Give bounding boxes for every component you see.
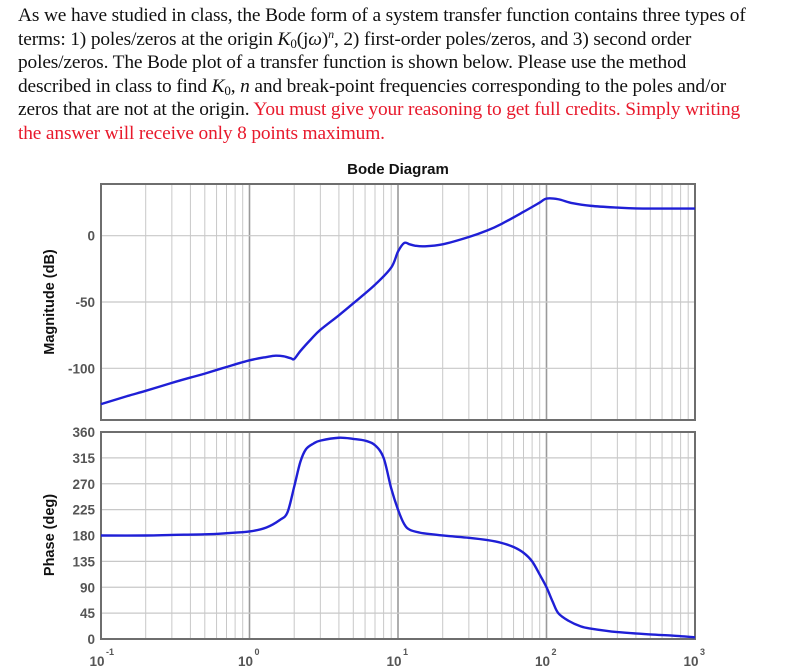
problem-line: As we have studied in class, the Bode fo…	[18, 4, 798, 28]
problem-text-segment: 0	[224, 82, 231, 98]
problem-text-segment: terms: 1) poles/zeros at the origin	[18, 28, 278, 50]
y-tick-label: 180	[72, 529, 95, 544]
problem-line: zeros that are not at the origin. You mu…	[18, 98, 798, 122]
magnitude-plot-frame	[100, 183, 696, 421]
y-tick-label: 135	[72, 554, 95, 569]
problem-text-segment: poles/zeros. The Bode plot of a transfer…	[18, 52, 687, 73]
x-tick-exponent: 0	[255, 647, 260, 657]
phase-y-ticks: 360 315 270 225 180 135 90 45 0	[72, 425, 95, 647]
phase-y-axis-label: Phase (deg)	[42, 494, 58, 576]
magnitude-grid	[100, 184, 695, 420]
y-tick-label: 315	[72, 451, 95, 466]
problem-line: the answer will receive only 8 points ma…	[18, 122, 798, 146]
x-tick-label: 10	[238, 654, 253, 669]
problem-text-segment: ,	[230, 75, 241, 97]
magnitude-curve	[100, 197, 696, 406]
x-tick-exponent: 2	[552, 647, 557, 657]
problem-text-segment: As we have studied in class, the Bode fo…	[18, 5, 746, 26]
y-tick-label: 0	[87, 229, 95, 244]
chart-title: Bode Diagram	[347, 161, 449, 178]
problem-text-segment: )	[321, 28, 329, 50]
problem-text-segment: (j	[296, 28, 309, 50]
magnitude-y-ticks: 0 -50 -100	[68, 229, 95, 377]
problem-text-segment: , 2) first-order poles/zeros, and 3) sec…	[333, 28, 692, 50]
y-tick-label: 45	[80, 606, 96, 621]
problem-line: terms: 1) poles/zeros at the origin K0(j…	[18, 28, 798, 52]
problem-text-segment: ω	[308, 28, 322, 50]
x-tick-label: 10	[535, 654, 550, 669]
x-tick-label: 10	[386, 654, 401, 669]
y-tick-label: 270	[72, 477, 95, 492]
phase-curve	[100, 436, 696, 639]
y-tick-label: 225	[72, 503, 95, 518]
y-tick-label: 360	[72, 425, 95, 440]
y-tick-label: -100	[68, 361, 95, 376]
x-tick-exponent: -1	[106, 647, 114, 657]
y-tick-label: 0	[87, 632, 95, 647]
problem-text-segment: n	[328, 26, 334, 41]
problem-text-segment: n	[240, 75, 250, 97]
x-tick-exponent: 1	[403, 647, 408, 657]
problem-text-segment: K	[277, 28, 291, 50]
problem-line: described in class to find K0, n and bre…	[18, 75, 798, 99]
y-tick-label: -50	[75, 295, 95, 310]
problem-text-segment: and break-point frequencies correspondin…	[249, 75, 727, 97]
problem-text-segment: 0	[290, 35, 297, 51]
grading-note: You must give your reasoning to get full…	[253, 99, 741, 120]
x-tick-exponent: 3	[700, 647, 705, 657]
grading-note: the answer will receive only 8 points ma…	[18, 122, 385, 144]
x-tick-label: 10	[89, 654, 104, 669]
magnitude-y-axis-label: Magnitude (dB)	[42, 249, 58, 355]
problem-statement: As we have studied in class, the Bode fo…	[18, 4, 798, 145]
x-tick-label: 10	[683, 654, 698, 669]
problem-line: poles/zeros. The Bode plot of a transfer…	[18, 51, 798, 75]
problem-text-segment: zeros that are not at the origin.	[18, 99, 254, 120]
y-tick-label: 90	[80, 580, 95, 595]
problem-text-segment: K	[211, 75, 225, 97]
problem-text-segment: described in class to find	[18, 75, 212, 97]
